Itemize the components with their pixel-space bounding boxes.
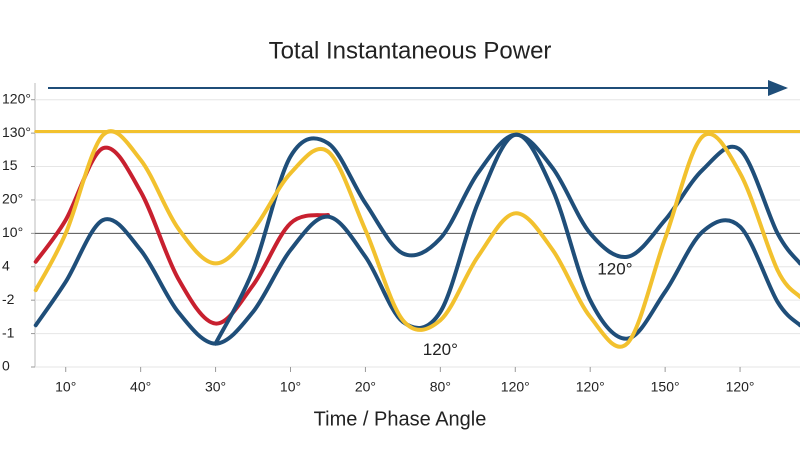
x-tick-label: 20° xyxy=(355,379,376,395)
series-line xyxy=(33,129,800,349)
x-tick-label: 120° xyxy=(501,379,530,395)
annotation: 120° xyxy=(423,340,458,359)
y-tick-label: 120° xyxy=(2,90,31,106)
annotation: 120° xyxy=(597,260,632,279)
x-tick-label: 40° xyxy=(130,379,151,395)
y-tick-label: 0 xyxy=(2,358,10,374)
x-tick-label: 120° xyxy=(726,379,755,395)
y-tick-label: 10° xyxy=(2,224,23,240)
series-line xyxy=(213,132,800,346)
y-tick-label: 4 xyxy=(2,257,10,273)
series-line xyxy=(33,132,800,346)
y-tick-label: 20° xyxy=(2,191,23,207)
chart-title: Total Instantaneous Power xyxy=(269,37,552,64)
x-tick-label: 30° xyxy=(205,379,226,395)
x-axis-label: Time / Phase Angle xyxy=(314,408,487,430)
plot-area: 0 -1 -2 4 10° 20° 15 130° 120° 10° 40° 30° 10° 20° 80°… xyxy=(2,83,800,395)
y-tick-label: -1 xyxy=(2,324,15,340)
y-tick-label: 130° xyxy=(2,124,31,140)
y-tick-label: -2 xyxy=(2,291,15,307)
y-tick-label: 15 xyxy=(2,157,18,173)
x-tick-label: 150° xyxy=(651,379,680,395)
x-tick-label: 120° xyxy=(576,379,605,395)
x-tick-label: 80° xyxy=(430,379,451,395)
x-tick-label: 10° xyxy=(55,379,76,395)
x-tick-label: 10° xyxy=(280,379,301,395)
